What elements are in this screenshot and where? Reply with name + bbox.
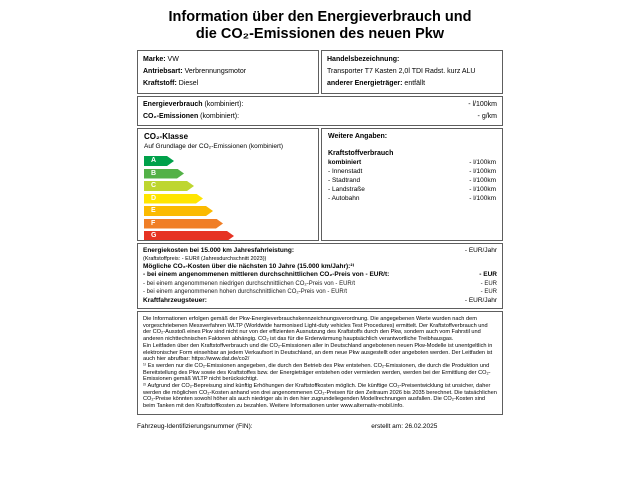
antriebsart-value: Verbrennungsmotor — [182, 68, 247, 75]
energietraeger-label: anderer Energieträger: — [327, 80, 403, 87]
co2-preis-mittel-row: - bei einem angenommenen mittleren durch… — [143, 271, 497, 278]
class-b-label: B — [151, 169, 157, 177]
marke-value: VW — [165, 56, 179, 63]
kosten-box: Energiekosten bei 15.000 km Jahresfahrle… — [137, 243, 503, 309]
kombiniert-box: Energieverbrauch (kombiniert): - l/100km… — [137, 96, 503, 126]
energiekosten-value: - EUR/Jahr — [464, 247, 497, 254]
verbrauch-row-innenstadt: - Innenstadt - l/100km — [328, 168, 496, 175]
footer: Fahrzeug-Identifizierungsnummer (FIN): e… — [137, 422, 503, 431]
co2-emissionen-row: CO₂-Emissionen (kombiniert): - g/km — [143, 111, 497, 123]
verbrauch-row-landstrasse: - Landstraße - l/100km — [328, 186, 496, 193]
class-g-label: G — [151, 232, 157, 239]
vehicle-info-left-box: Marke: VW Antriebsart: Verbrennungsmotor… — [137, 50, 319, 94]
co2-class-arrow-d: D — [144, 194, 203, 204]
energiekosten-row: Energiekosten bei 15.000 km Jahresfahrle… — [143, 247, 497, 256]
co2-class-arrow-a: A — [144, 156, 174, 166]
co2-emissionen-label: CO₂-Emissionen (kombiniert): — [143, 113, 240, 120]
energieverbrauch-row: Energieverbrauch (kombiniert): - l/100km — [143, 99, 497, 111]
page-title: Information über den Energieverbrauch un… — [137, 9, 503, 43]
co2-klasse-title: CO₂-Klasse — [144, 132, 189, 141]
kraftstoff-label: Kraftstoff: — [143, 80, 177, 87]
energieverbrauch-value: - l/100km — [468, 101, 497, 108]
energiekosten-label: Energiekosten bei 15.000 km Jahresfahrle… — [143, 247, 295, 254]
handelsbezeichnung-value: Transporter T7 Kasten 2,0l TDI Radst. ku… — [327, 68, 476, 75]
fussnote-2: ²⁾ Aufgrund der CO₂-Bepreisung sind künf… — [143, 383, 497, 410]
co2-klasse-box: CO₂-Klasse Auf Grundlage der CO₂-Emissio… — [137, 128, 319, 241]
handelsbezeichnung-label: Handelsbezeichnung: — [327, 56, 400, 63]
co2-class-arrow-g: G — [144, 231, 234, 241]
class-f-label: F — [151, 219, 156, 227]
kraftstoffverbrauch-title: Kraftstoffverbrauch — [328, 150, 394, 157]
class-c-label: C — [151, 182, 157, 189]
page-title-line2: die CO₂-Emissionen des neuen Pkw — [195, 26, 445, 42]
energieverbrauch-label: Energieverbrauch (kombiniert): — [143, 101, 244, 108]
kraftstoffpreis-note: (Kraftstoffpreis: - EUR/l (Jahresdurchsc… — [143, 255, 267, 262]
kraftstoff-value: Diesel — [176, 80, 199, 87]
co2-preis-niedrig-row: - bei einem angenommenen niedrigen durch… — [143, 280, 497, 287]
verbrauch-row-stadtrand: - Stadtrand - l/100km — [328, 177, 496, 184]
weitere-angaben-box: Weitere Angaben: Kraftstoffverbrauch kom… — [321, 128, 503, 241]
co2-emissionen-value: - g/km — [477, 113, 497, 120]
erstellt-am-label: erstellt am: 26.02.2025 — [371, 422, 438, 430]
kraftstoff-row: Kraftstoff: Diesel — [143, 78, 313, 90]
antriebsart-row: Antriebsart: Verbrennungsmotor — [143, 66, 313, 78]
kraftfahrzeugsteuer-value: - EUR/Jahr — [464, 296, 497, 304]
fussnoten-box: Die Informationen erfolgen gemäß der Pkw… — [137, 311, 503, 415]
class-a-label: A — [151, 157, 157, 164]
kraftfahrzeugsteuer-row: Kraftfahrzeugsteuer: - EUR/Jahr — [143, 297, 497, 306]
co2-class-scale: A B C D E F G — [144, 156, 312, 241]
energy-label-page: Information über den Energieverbrauch un… — [137, 0, 503, 431]
class-d-label: D — [151, 194, 157, 202]
verbrauch-row-kombiniert: kombiniert - l/100km — [328, 159, 496, 166]
vehicle-info-right-box: Handelsbezeichnung: Transporter T7 Kaste… — [321, 50, 503, 94]
kraftfahrzeugsteuer-label: Kraftfahrzeugsteuer: — [143, 296, 207, 304]
co2-class-arrow-c: C — [144, 181, 194, 191]
antriebsart-label: Antriebsart: — [143, 68, 183, 75]
energietraeger-value: entfällt — [402, 80, 426, 87]
co2-class-arrow-b: B — [144, 169, 184, 179]
co2-kosten-label: Mögliche CO₂-Kosten über die nächsten 10… — [143, 262, 355, 270]
fin-label: Fahrzeug-Identifizierungsnummer (FIN): — [137, 422, 253, 430]
class-and-details-row: CO₂-Klasse Auf Grundlage der CO₂-Emissio… — [137, 128, 503, 241]
marke-label: Marke: — [143, 56, 166, 63]
co2-klasse-subtitle: Auf Grundlage der CO₂-Emissionen (kombin… — [144, 143, 284, 150]
co2-class-arrow-e: E — [144, 206, 213, 216]
weitere-angaben-title: Weitere Angaben: — [328, 133, 388, 140]
page-title-line1: Information über den Energieverbrauch un… — [168, 9, 472, 25]
verbrauch-row-autobahn: - Autobahn - l/100km — [328, 195, 496, 202]
fussnote-leitfaden: Ein Leitfaden über den Kraftstoffverbrau… — [143, 342, 493, 363]
class-e-label: E — [151, 207, 156, 214]
co2-preis-hoch-row: - bei einem angenommenen hohen durchschn… — [143, 289, 497, 295]
vehicle-info-row: Marke: VW Antriebsart: Verbrennungsmotor… — [137, 50, 503, 94]
energietraeger-row: anderer Energieträger: entfällt — [327, 78, 497, 90]
co2-class-arrow-f: F — [144, 219, 223, 229]
fussnote-wltp: Die Informationen erfolgen gemäß der Pkw… — [143, 316, 488, 343]
marke-row: Marke: VW — [143, 54, 313, 66]
fussnote-1: ¹⁾ Es werden nur die CO₂-Emissionen ange… — [143, 362, 491, 383]
